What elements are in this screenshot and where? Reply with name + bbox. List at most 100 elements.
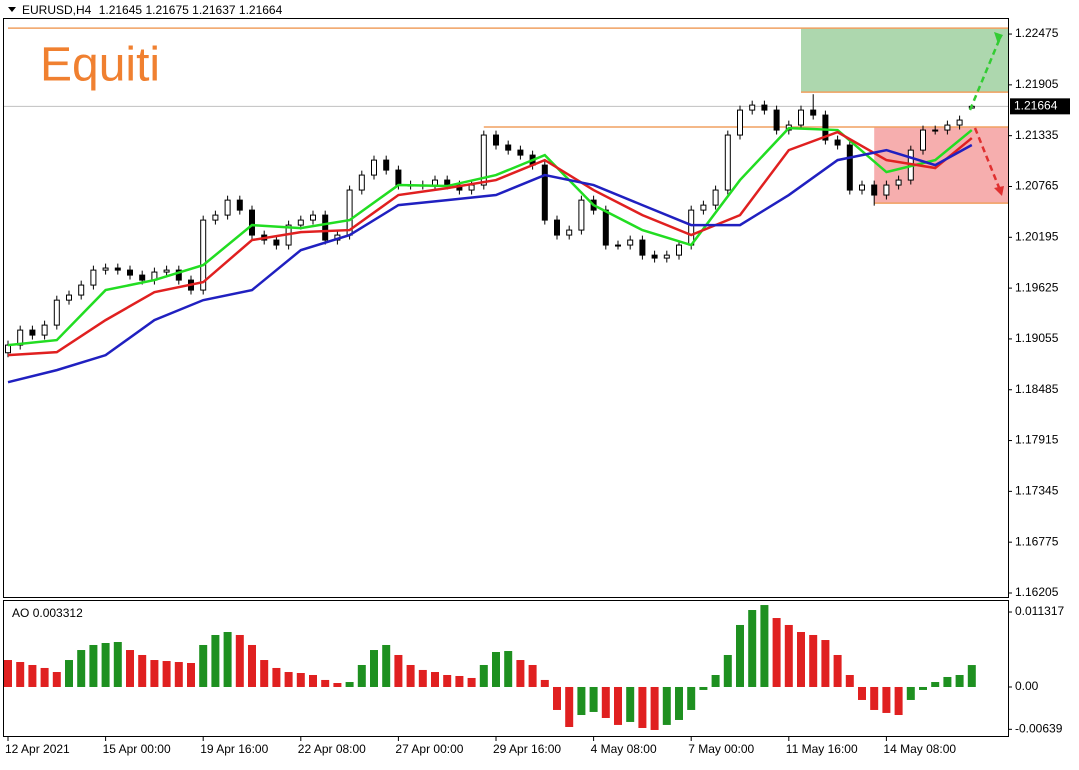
x-tick-label: 27 Apr 00:00 [395, 742, 463, 756]
candle-body [663, 254, 670, 259]
y-tick-label: 1.16205 [1015, 585, 1059, 599]
ao-value: 0.003312 [33, 606, 83, 620]
ao-bar [589, 686, 598, 712]
ao-bar [858, 686, 866, 700]
ao-bar [760, 605, 769, 687]
ao-bar [784, 624, 793, 687]
ao-bar [797, 632, 805, 687]
y-tick-label: 1.19055 [1015, 331, 1059, 345]
x-tick-label: 14 May 08:00 [883, 742, 956, 756]
x-tick-label: 12 Apr 2021 [5, 742, 70, 756]
y-tick-label: 1.19625 [1015, 280, 1059, 294]
candle-body [29, 329, 36, 336]
ao-bar [370, 650, 378, 687]
ao-bar [357, 664, 366, 687]
y-tick-label: 1.17345 [1015, 484, 1059, 498]
candle-body [78, 284, 85, 296]
candle-body [883, 184, 890, 196]
candle-body [615, 244, 621, 247]
ao-bar [882, 686, 891, 713]
ao-bar [821, 640, 830, 687]
ao-bar [40, 667, 49, 687]
ohlc-high: 1.21675 [145, 3, 189, 17]
ohlc-low: 1.21637 [192, 3, 236, 17]
ao-bar [565, 686, 574, 727]
candle-body [846, 144, 853, 191]
candle-body [566, 229, 573, 236]
ao-bar [16, 662, 25, 687]
candle-body [505, 144, 512, 151]
ao-bar [492, 652, 500, 687]
candle-body [383, 159, 390, 171]
candle-body [249, 209, 255, 236]
candle-body [834, 139, 841, 146]
candle-body [712, 189, 719, 206]
ao-bar [126, 650, 134, 687]
candle-body [273, 239, 280, 246]
menu-triangle[interactable] [8, 7, 16, 12]
candle-body [310, 214, 316, 221]
ao-bar [174, 662, 183, 687]
ao-bar [699, 686, 708, 690]
ao-bar [345, 682, 354, 687]
candle-body [798, 109, 804, 126]
ao-bar [235, 634, 244, 687]
zone [874, 127, 1008, 204]
ao-bar [467, 677, 476, 687]
x-tick-label: 4 May 08:00 [591, 742, 657, 756]
candle-body [554, 219, 560, 236]
price-panel-border [3, 18, 1009, 598]
candle-body [700, 204, 707, 211]
candle-body [480, 134, 487, 186]
ao-bar [406, 664, 415, 687]
y-tick-label: 1.20195 [1015, 229, 1059, 243]
moving-average [7, 130, 973, 357]
ao-bar [272, 667, 281, 687]
ao-bar [919, 686, 927, 690]
ao-bar [662, 686, 671, 725]
ao-bar [748, 610, 757, 687]
ao-bar [101, 642, 110, 687]
ao-bar [479, 664, 488, 687]
ao-bar [967, 665, 976, 687]
ao-name: AO [12, 606, 29, 620]
ao-bar [650, 686, 659, 730]
y-tick-label: -0.00639 [1015, 721, 1063, 735]
candle-body [737, 109, 743, 136]
x-tick-label: 29 Apr 16:00 [493, 742, 561, 756]
candle-body [175, 269, 182, 281]
y-tick-label: 1.16775 [1015, 534, 1059, 548]
ao-label: AO 0.003312 [12, 606, 83, 620]
ao-bar [4, 660, 12, 687]
y-tick-label: 1.21335 [1015, 128, 1059, 142]
ao-bar [138, 654, 147, 687]
y-tick-label: 1.18485 [1015, 382, 1059, 396]
ao-bar [736, 624, 744, 687]
x-tick-label: 7 May 00:00 [688, 742, 754, 756]
ao-bar [931, 682, 940, 687]
candle-body [5, 344, 11, 354]
symbol-header: EURUSD,H4 1.21645 1.21675 1.21637 1.2166… [22, 3, 283, 17]
ao-bar [65, 660, 73, 687]
candle-body [761, 104, 768, 111]
ao-panel-border [3, 600, 1009, 737]
ao-bar [418, 669, 427, 687]
candle-body [602, 209, 609, 246]
candle-body [200, 219, 207, 291]
candle-body [627, 239, 634, 246]
ao-bar [540, 679, 549, 687]
ohlc-open: 1.21645 [99, 3, 143, 17]
ao-bar [431, 672, 439, 687]
ao-bar [723, 654, 732, 687]
candle-body [859, 184, 865, 191]
ao-bar [772, 618, 781, 687]
moving-average [7, 126, 973, 347]
candle-body [53, 299, 60, 326]
candle-body [541, 164, 548, 221]
ao-bar [504, 651, 513, 687]
y-tick-label: 1.20765 [1015, 179, 1059, 193]
candle-body [90, 269, 97, 286]
price-panel [4, 27, 1008, 730]
ao-bar [577, 686, 586, 716]
